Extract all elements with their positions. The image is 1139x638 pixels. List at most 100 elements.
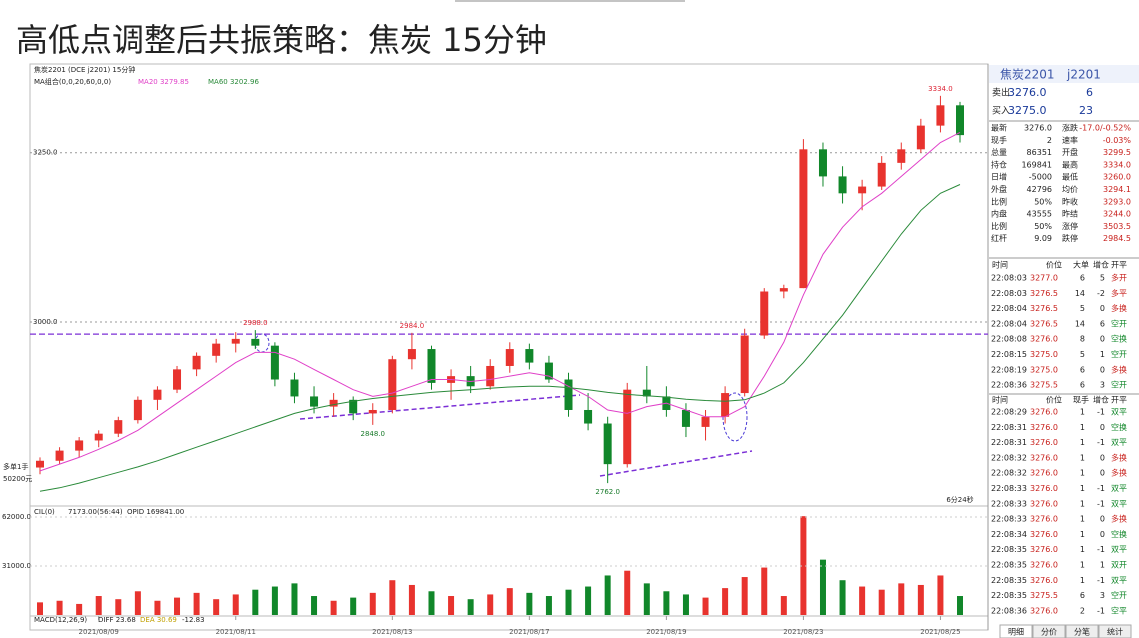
candle-body [231,338,240,344]
table-cell: 3276.0 [1030,499,1058,508]
table-cell: 空平 [1111,605,1127,615]
table-cell: 6 [1100,319,1105,328]
table-cell: 1 [1080,530,1085,539]
ma-line [39,184,961,492]
table-cell: -1 [1097,484,1105,493]
table-cell: 空换 [1111,529,1127,539]
table-cell: 双平 [1111,484,1127,493]
candle-body [799,149,808,289]
volume-bar [878,589,885,615]
table-cell: 22:08:36 [991,606,1027,615]
table-cell: 空换 [1111,422,1127,432]
price-annotation: 2984.0 [400,322,425,330]
volume-bar [604,575,611,615]
trend-line [299,394,581,420]
volume-bar [389,580,396,615]
table-cell: 3276.0 [1030,515,1058,524]
candle-body [310,396,319,407]
table-cell: 22:08:32 [991,453,1027,462]
table-cell: -1 [1097,576,1105,585]
stat-value: 169841 [1021,160,1052,169]
table-header: 开平 [1111,261,1127,270]
stat-value: 3299.5 [1103,148,1131,157]
table-header: 增仓 [1093,395,1109,405]
table-cell: 0 [1100,515,1105,524]
stat-label: 红杆 [991,233,1007,243]
candle-body [75,440,84,451]
volume-bar [448,596,455,615]
volume-bar [174,597,181,615]
stat-label: 最新 [991,123,1007,133]
volume-bar [898,583,905,615]
table-cell: 6 [1080,591,1085,600]
table-cell: 空开 [1111,590,1127,600]
table-cell: 3276.0 [1030,453,1058,462]
table-cell: 22:08:04 [991,304,1027,313]
table-cell: 22:08:04 [991,319,1027,328]
table-cell: 1 [1080,499,1085,508]
volume-bar [330,600,337,615]
table-cell: -1 [1097,408,1105,417]
table-cell: 5 [1100,274,1105,283]
table-cell: 3276.5 [1030,289,1058,298]
stat-value: 3260.0 [1103,173,1131,182]
volume-bar [232,594,239,615]
tab-label[interactable]: 分价 [1041,628,1057,637]
stat-value: 2984.5 [1103,234,1131,243]
table-cell: 14 [1075,319,1085,328]
table-cell: 1 [1080,484,1085,493]
macd-value: -12.83 [182,616,205,624]
candle-body [858,186,867,194]
volume-bar [467,599,474,615]
candle-body [153,389,162,400]
volume-bar [545,596,552,615]
table-cell: 3276.0 [1030,408,1058,417]
table-cell: 3276.5 [1030,304,1058,313]
legend-entry: MA20 3279.85 [138,78,189,86]
candle-body [916,125,925,150]
volume-bar [722,588,729,615]
table-cell: -1 [1097,606,1105,615]
volume-bar [800,516,807,615]
candle-body [779,288,788,292]
table-cell: 3276.0 [1030,469,1058,478]
table-cell: 22:08:35 [991,545,1027,554]
volume-bar [761,567,768,615]
x-tick-label: 2021/08/17 [509,628,549,636]
stat-label: 比例 [991,221,1007,231]
stat-label: 昨结 [1062,209,1078,219]
tab-label[interactable]: 明细 [1008,627,1024,637]
volume-bar [56,600,63,615]
table-cell: 22:08:33 [991,515,1027,524]
table-header: 大单 [1073,260,1089,270]
table-cell: 双平 [1111,545,1127,554]
table-cell: 22:08:29 [991,408,1027,417]
tab [1032,624,1066,638]
volume-bar [76,603,83,615]
panel-value: OPID 169841.00 [127,508,184,516]
stat-value: 43555 [1027,210,1052,219]
stat-label: 均价 [1062,184,1078,194]
price-annotation: 2988.0 [243,319,268,327]
table-cell: 0 [1100,423,1105,432]
tab-label[interactable]: 分笔 [1074,627,1090,637]
tab-label[interactable]: 统计 [1107,627,1123,637]
volume-bar [291,583,298,615]
table-cell: 空开 [1111,349,1127,359]
table-cell: 1 [1100,561,1105,570]
table-header: 价位 [1046,260,1062,270]
macd-title: MACD(12,26,9) [34,616,87,624]
table-cell: 3276.0 [1030,423,1058,432]
stat-label: 持仓 [991,159,1007,169]
table-cell: 1 [1100,350,1105,359]
candle-body [760,291,769,336]
stat-label: 日增 [991,172,1007,182]
table-cell: 3276.0 [1030,576,1058,585]
table-cell: 22:08:03 [991,274,1027,283]
table-cell: 3276.0 [1030,606,1058,615]
table-cell: 3275.0 [1030,350,1058,359]
stat-value: 50% [1034,197,1052,206]
volume-tick-label: 62000.0 [2,513,31,521]
volume-bar [487,594,494,615]
table-cell: 14 [1075,289,1085,298]
